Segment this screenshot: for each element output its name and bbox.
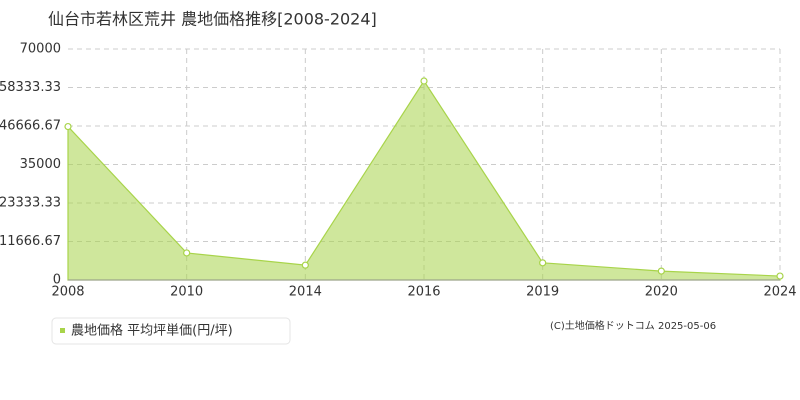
x-tick-label: 2008 [51,285,84,300]
point [776,272,784,280]
x-tick-label: 2010 [170,285,203,300]
point [539,259,547,267]
y-tick-label: 35000 [20,157,61,172]
y-tick-label: 11666.67 [0,234,61,249]
y-tick-label: 0 [53,273,61,288]
y-tick-label: 70000 [20,42,61,57]
legend-swatch [60,328,65,333]
x-tick-label: 2016 [407,285,440,300]
point [301,261,309,269]
point [64,122,72,131]
point [183,249,191,257]
chart-title: 仙台市若林区荒井 農地価格推移[2008-2024] [48,10,377,29]
x-tick-label: 2019 [526,285,559,300]
x-tick-label: 2014 [289,285,322,300]
x-tick-label: 2020 [645,285,678,300]
y-tick-label: 46666.67 [0,118,61,133]
y-tick-label: 58333.33 [0,80,61,95]
point [657,267,665,275]
y-tick-label: 23333.33 [0,196,61,211]
legend-box [51,317,291,345]
point [420,77,428,85]
copyright: (C)土地価格ドットコム 2025-05-06 [550,319,716,332]
legend-label: 農地価格 平均坪単価(円/坪) [71,323,233,339]
x-tick-label: 2024 [763,285,796,300]
